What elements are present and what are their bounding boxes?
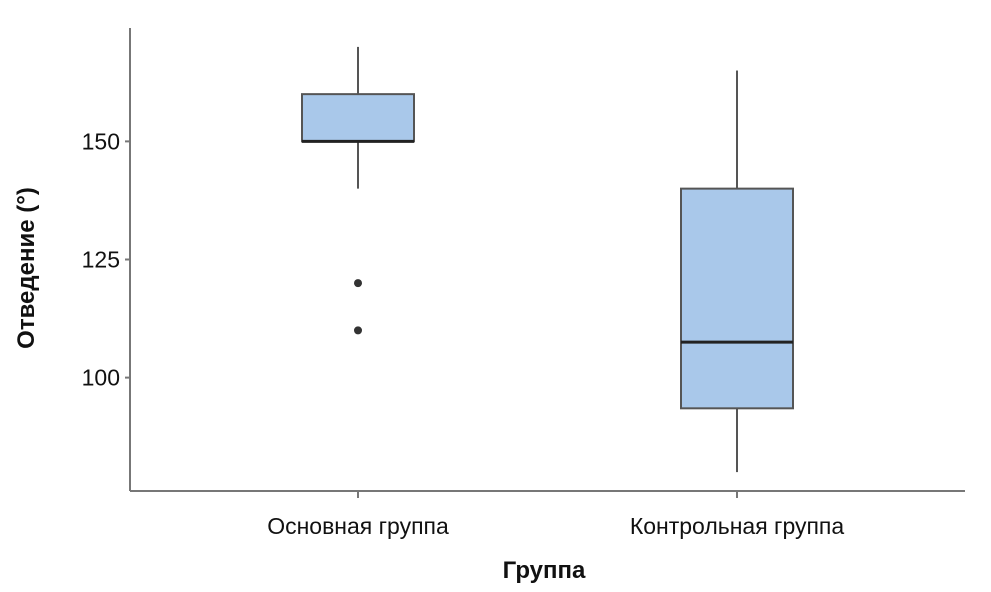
- box: [680, 187, 794, 410]
- x-axis-label: Группа: [503, 557, 586, 584]
- y-tick-label: 100: [82, 365, 120, 391]
- y-tick-label: 150: [82, 128, 120, 154]
- y-axis-label: Отведение (°): [13, 187, 40, 349]
- x-tick-label: Контрольная группа: [630, 513, 845, 539]
- y-tick-label: 125: [82, 247, 120, 273]
- outlier-point: [354, 326, 362, 335]
- box-group: [301, 46, 415, 335]
- box-group: [680, 70, 794, 473]
- x-tick-label: Основная группа: [267, 513, 449, 539]
- outlier-point: [354, 279, 362, 288]
- box: [301, 93, 415, 143]
